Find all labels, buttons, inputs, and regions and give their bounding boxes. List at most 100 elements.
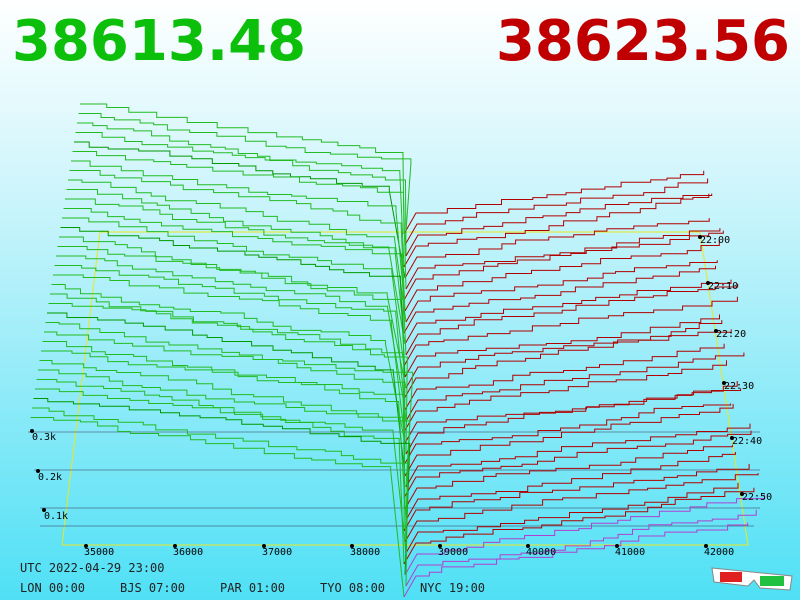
ask-depth-line <box>403 230 724 301</box>
ask-depth-line <box>405 509 757 587</box>
price-label: 36000 <box>173 547 203 558</box>
ask-depth-line <box>403 360 727 433</box>
timezone: PAR 01:00 <box>220 581 285 595</box>
bid-price: 38613.48 <box>12 9 306 74</box>
bid-depth-line <box>80 103 405 235</box>
ask-depth-line <box>405 423 751 488</box>
bid-depth-line <box>68 179 407 323</box>
price-label: 38000 <box>350 547 380 558</box>
ask-depth-line <box>404 178 709 246</box>
tick-dot <box>262 544 266 548</box>
bid-depth-line <box>48 303 405 465</box>
ask-depth-line <box>403 430 752 499</box>
tick-dot <box>706 281 710 285</box>
bid-depth-line <box>60 227 406 378</box>
tick-dot <box>714 329 718 333</box>
bid-depth-line <box>72 151 407 290</box>
bid-depth-line <box>39 360 406 532</box>
tick-dot <box>698 235 702 239</box>
ask-depth-line <box>403 463 750 532</box>
tick-dot <box>730 436 734 440</box>
depth-label: 0.2k <box>38 472 62 483</box>
bid-depth-line <box>62 217 405 367</box>
bid-depth-line <box>30 417 405 598</box>
ask-depth-line <box>404 494 765 576</box>
ask-depth-line <box>405 283 739 356</box>
time-label: 22:30 <box>724 381 754 392</box>
ask-depth-line <box>403 403 732 466</box>
tick-dot <box>42 508 46 512</box>
timezone: TYO 08:00 <box>320 581 385 595</box>
glasses-icon <box>711 567 793 591</box>
bid-depth-line <box>41 350 407 521</box>
ask-depth-line <box>405 320 723 389</box>
bid-depth-line <box>50 293 408 455</box>
bid-depth-line <box>44 331 406 499</box>
bid-depth-line <box>65 198 406 345</box>
depth-label: 0.3k <box>32 432 56 443</box>
ask-depth-line <box>404 279 732 345</box>
ask-depth-line <box>403 487 755 565</box>
time-label: 22:50 <box>742 492 772 503</box>
ask-depth-line <box>405 352 745 422</box>
tick-dot <box>36 469 40 473</box>
depth-label: 0.1k <box>44 511 68 522</box>
bid-depth-line <box>75 132 405 268</box>
tick-dot <box>704 544 708 548</box>
bid-depth-line <box>54 265 407 422</box>
bid-depth-line <box>78 113 412 246</box>
bid-depth-line <box>36 379 407 554</box>
ask-price: 38623.56 <box>496 9 790 74</box>
tick-dot <box>84 544 88 548</box>
bid-depth-line <box>42 341 406 510</box>
bid-depth-line <box>53 274 405 433</box>
ask-depth-line <box>403 522 749 598</box>
time-label: 22:40 <box>732 436 762 447</box>
time-label: 22:00 <box>700 235 730 246</box>
bid-depth-line <box>71 160 405 301</box>
bid-depth-line <box>32 407 409 587</box>
price-label: 41000 <box>615 547 645 558</box>
bid-depth-line <box>56 255 406 411</box>
utc-time: UTC 2022-04-29 23:00 <box>20 561 165 575</box>
price-label: 40000 <box>526 547 556 558</box>
timezone: NYC 19:00 <box>420 581 485 595</box>
timezone: BJS 07:00 <box>120 581 185 595</box>
ask-depth-line <box>405 193 713 257</box>
bid-depth-line <box>66 189 405 334</box>
time-label: 22:10 <box>708 281 738 292</box>
bid-depth-line <box>45 322 414 488</box>
ask-depth-line <box>404 444 733 510</box>
timezone: LON 00:00 <box>20 581 85 595</box>
ask-depth-line <box>403 170 705 235</box>
bid-depth-line <box>59 236 407 389</box>
ask-depth-line <box>403 296 738 367</box>
bid-depth-line <box>69 170 406 312</box>
ask-depth-line <box>404 218 710 279</box>
bid-depth-line <box>38 369 411 543</box>
bid-depth-line <box>63 208 407 356</box>
tick-dot <box>438 544 442 548</box>
depth-lines <box>30 103 765 598</box>
ask-depth-line <box>405 452 736 521</box>
tick-dot <box>526 544 530 548</box>
tick-dot <box>30 429 34 433</box>
ask-depth-line <box>403 265 716 334</box>
ask-depth-line <box>405 260 718 323</box>
tick-dot <box>722 381 726 385</box>
tick-dot <box>173 544 177 548</box>
ask-depth-line <box>404 404 734 477</box>
tick-dot <box>615 544 619 548</box>
ask-depth-line <box>405 482 739 554</box>
bid-depth-line <box>47 312 406 477</box>
ask-depth-line <box>405 381 738 455</box>
ask-depth-line <box>403 193 710 268</box>
ask-depth-line <box>404 473 759 543</box>
ask-depth-line <box>404 314 720 378</box>
ask-depth-line <box>405 228 721 290</box>
bid-depth-line <box>51 284 406 444</box>
bid-depth-line <box>33 398 411 576</box>
bid-depth-line <box>57 246 405 400</box>
price-label: 37000 <box>262 547 292 558</box>
bid-depth-line <box>74 141 406 279</box>
